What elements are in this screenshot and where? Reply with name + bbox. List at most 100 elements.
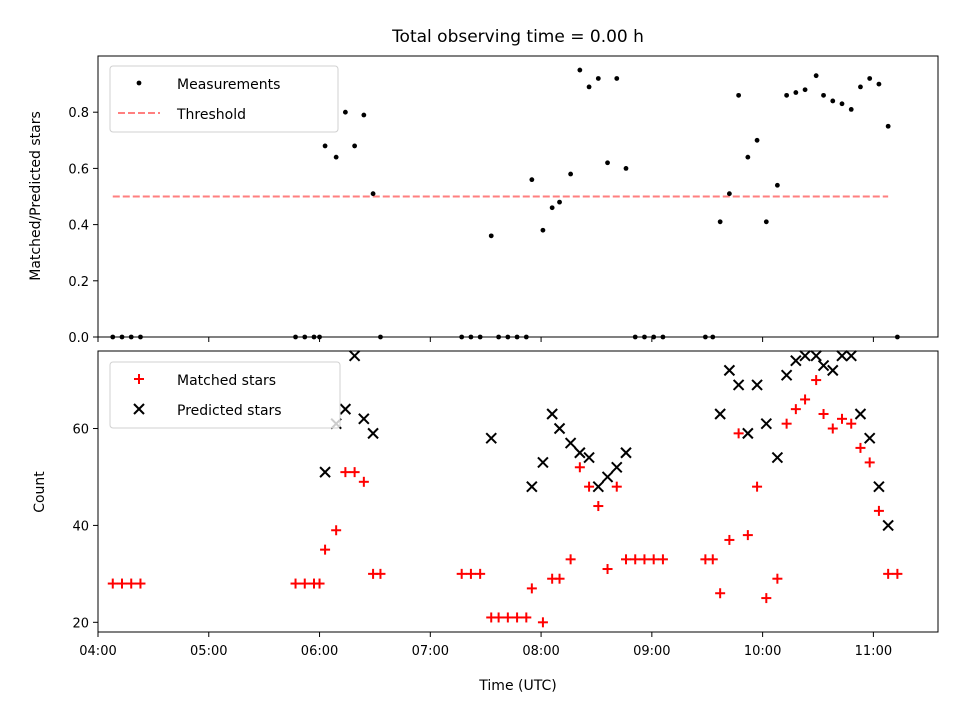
matched-star-point — [864, 457, 875, 468]
predicted-stars-series — [319, 350, 894, 532]
matched-star-point — [621, 554, 631, 565]
measurements-series — [110, 67, 900, 340]
predicted-star-point — [611, 461, 623, 473]
matched-stars-series — [107, 375, 903, 628]
measurement-point — [595, 76, 601, 81]
top-y-tick-label: 0.2 — [68, 275, 89, 290]
matched-star-point — [512, 612, 523, 623]
bottom-y-tick-label: 40 — [72, 519, 89, 534]
predicted-star-point — [836, 350, 848, 362]
matched-star-point — [554, 573, 565, 584]
top-legend: Measurements Threshold — [109, 65, 339, 133]
bottom-panel-frame — [97, 350, 939, 633]
measurement-point — [459, 334, 465, 340]
measurement-point — [110, 334, 116, 340]
measurement-point — [119, 334, 125, 340]
legend-measurements-marker — [136, 80, 142, 86]
legend-matched-label: Matched stars — [177, 373, 276, 389]
measurement-point — [839, 101, 845, 107]
measurement-point — [802, 87, 808, 93]
measurement-point — [876, 81, 882, 87]
predicted-star-point — [348, 350, 361, 362]
matched-star-point — [465, 568, 476, 579]
predicted-star-point — [723, 364, 736, 377]
measurement-point — [488, 233, 494, 239]
measurement-point — [468, 334, 474, 340]
measurement-point — [370, 191, 376, 197]
predicted-star-point — [564, 437, 577, 449]
x-tick-label: 06:00 — [301, 644, 338, 659]
bottom-y-tick-label: 60 — [72, 423, 89, 438]
predicted-star-point — [339, 403, 352, 415]
predicted-star-point — [827, 364, 839, 377]
measurement-point — [848, 106, 854, 112]
predicted-star-point — [367, 427, 379, 440]
predicted-star-point — [601, 471, 614, 483]
top-y-tick-label: 0.8 — [68, 106, 89, 121]
matched-star-point — [349, 467, 360, 478]
matched-star-point — [331, 525, 342, 536]
measurement-point — [128, 334, 134, 340]
matched-star-point — [855, 442, 866, 453]
x-axis-label: Time (UTC) — [478, 678, 556, 694]
measurement-point — [763, 219, 769, 225]
measurement-point — [614, 76, 620, 81]
measurement-point — [302, 334, 308, 340]
measurement-point — [821, 92, 826, 98]
matched-star-point — [781, 418, 792, 429]
x-tick-label: 05:00 — [190, 644, 227, 659]
measurement-point — [754, 137, 760, 143]
matched-star-point — [733, 428, 744, 439]
bottom-y-tick-label: 20 — [72, 616, 89, 631]
bottom-y-axis-label: Count — [32, 471, 48, 513]
top-panel: 0.00.20.40.60.8 Matched/Predicted stars … — [28, 55, 939, 346]
matched-star-point — [811, 375, 822, 386]
matched-star-point — [639, 554, 650, 565]
measurement-point — [885, 123, 891, 129]
measurement-point — [717, 219, 723, 225]
measurement-point — [660, 334, 666, 340]
top-y-tick-label: 0.0 — [68, 331, 89, 346]
matched-star-point — [135, 578, 146, 589]
legend-predicted-label: Predicted stars — [177, 403, 282, 419]
matched-star-point — [883, 568, 894, 579]
measurement-point — [352, 143, 358, 149]
measurement-point — [793, 90, 799, 95]
matched-star-point — [107, 578, 118, 589]
matched-star-point — [126, 578, 137, 589]
measurement-point — [496, 334, 502, 340]
x-tick-label: 11:00 — [855, 644, 892, 659]
matched-star-point — [724, 534, 735, 545]
measurement-point — [505, 334, 511, 340]
predicted-star-point — [854, 408, 867, 420]
predicted-star-point — [358, 413, 370, 425]
predicted-star-point — [863, 432, 876, 444]
measurement-point — [557, 199, 562, 205]
predicted-star-point — [574, 447, 586, 459]
matched-star-point — [611, 481, 622, 492]
predicted-star-point — [485, 432, 497, 444]
predicted-star-point — [817, 359, 830, 372]
matched-star-point — [574, 462, 585, 473]
measurement-point — [317, 334, 322, 340]
predicted-star-point — [526, 480, 538, 493]
matched-star-point — [648, 554, 659, 565]
measurement-point — [894, 334, 900, 340]
measurement-point — [774, 182, 780, 188]
matched-star-point — [873, 505, 884, 516]
measurement-point — [867, 76, 873, 81]
matched-star-point — [475, 568, 486, 579]
matched-star-point — [630, 554, 641, 565]
matched-star-point — [521, 612, 532, 623]
predicted-star-point — [732, 379, 745, 391]
legend-predicted-marker — [133, 403, 145, 415]
predicted-star-point — [799, 350, 811, 362]
measurement-point — [702, 334, 708, 340]
predicted-star-point — [714, 408, 726, 420]
matched-star-point — [772, 573, 783, 584]
matched-star-point — [790, 404, 801, 415]
legend-threshold-label: Threshold — [176, 107, 246, 123]
measurement-point — [529, 177, 535, 183]
measurement-point — [784, 92, 790, 98]
bottom-legend: Matched stars Predicted stars — [109, 361, 341, 429]
